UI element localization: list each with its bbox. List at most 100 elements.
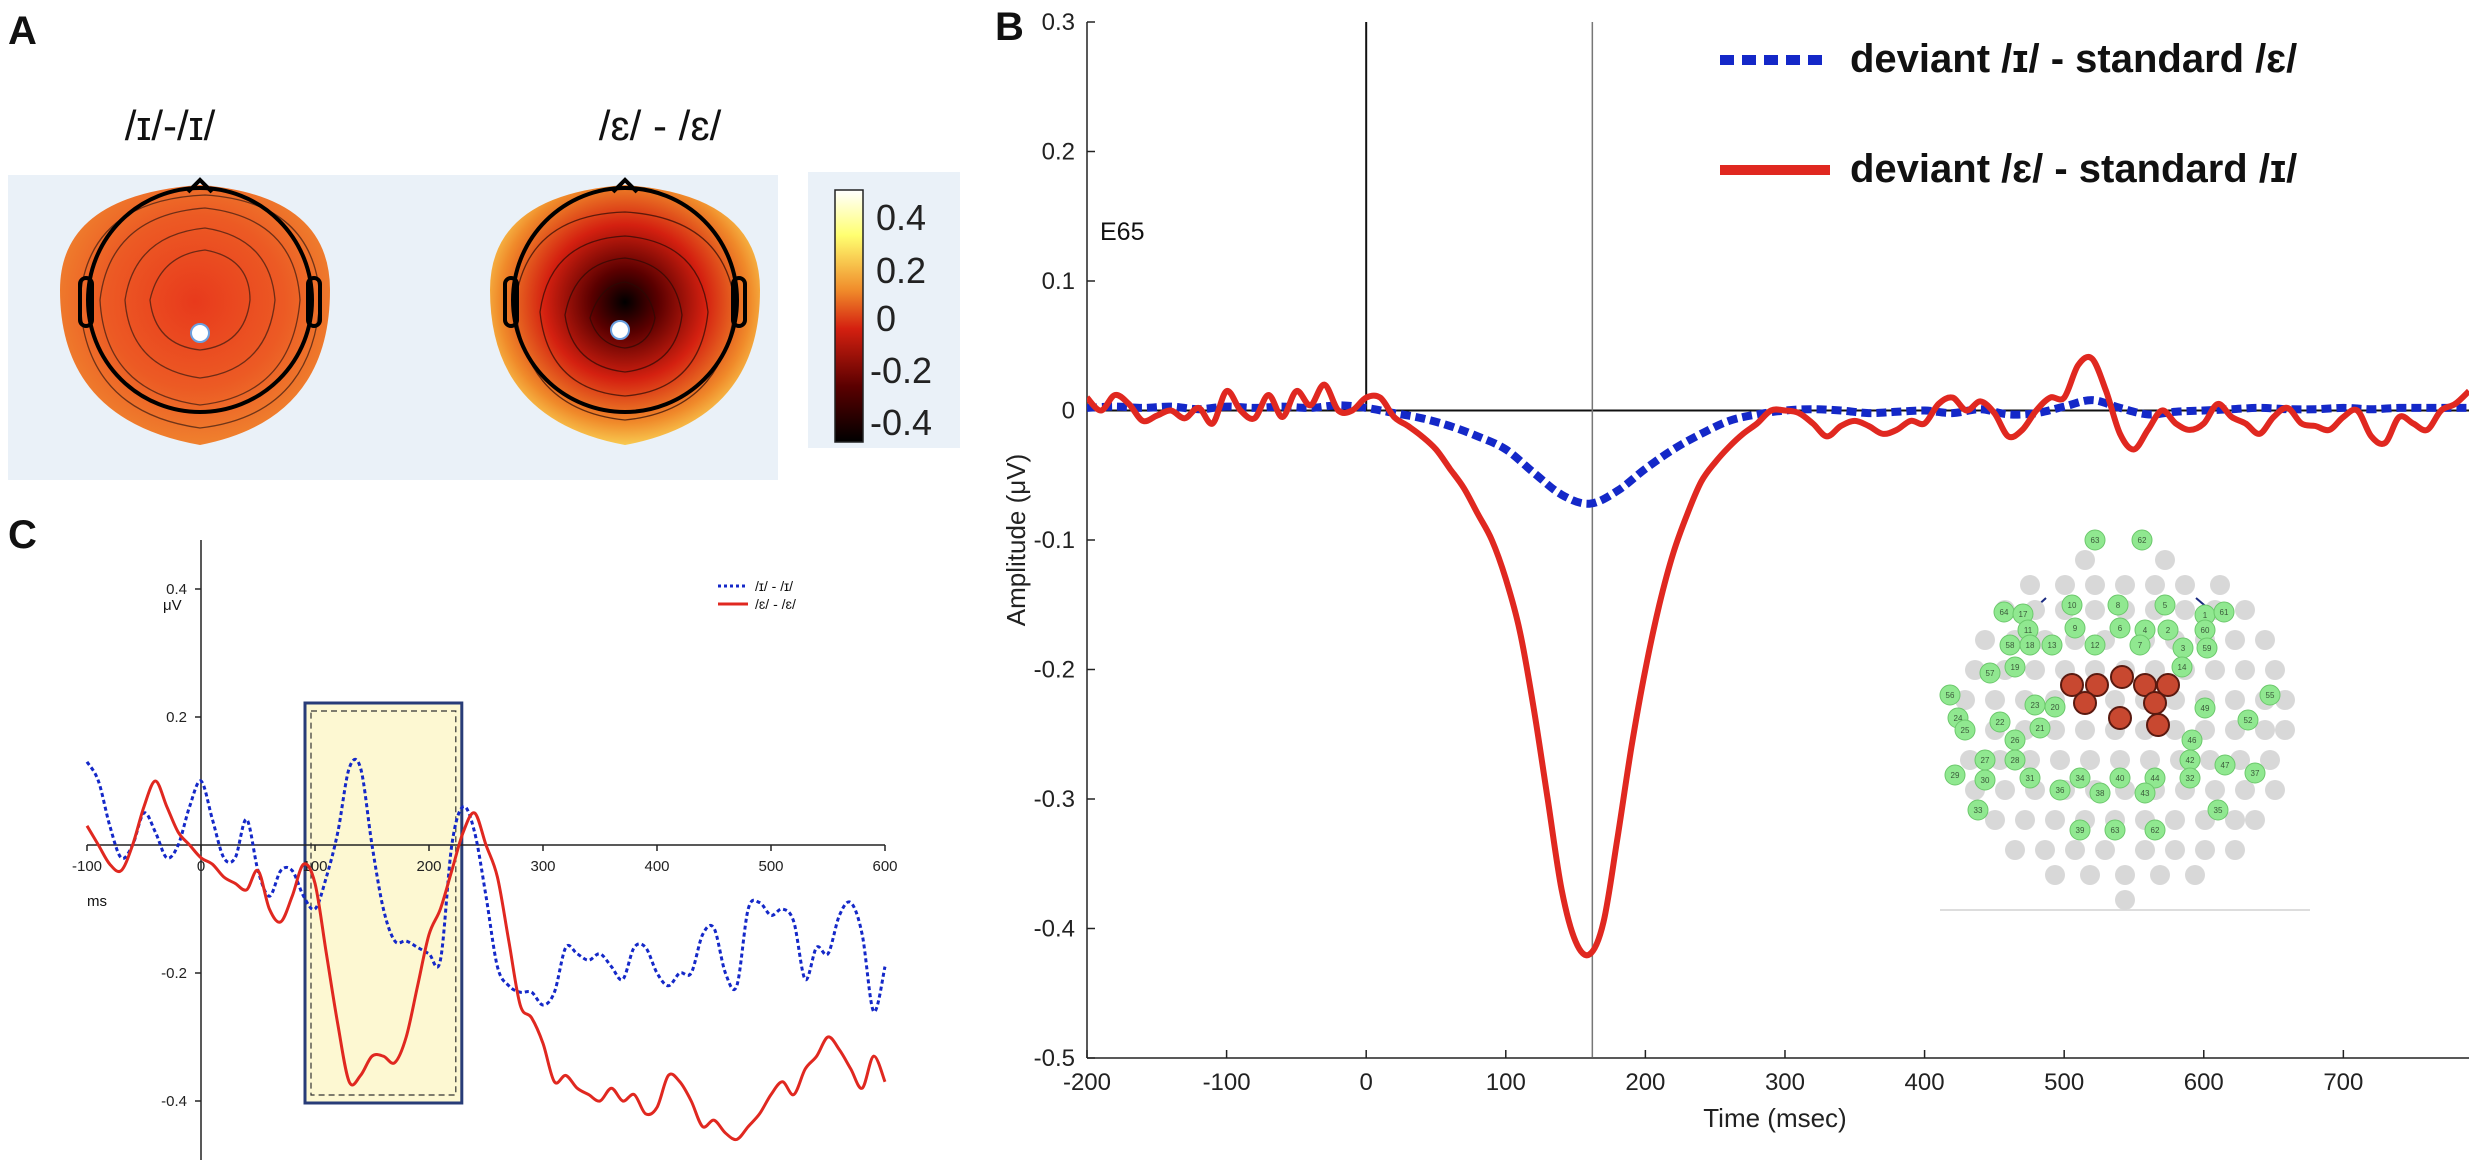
panel-b-x-tick-label: 200 <box>1625 1069 1665 1096</box>
inset-electrode-labelled: 64 <box>1993 601 2015 623</box>
panel-b-x-tick-label: -100 <box>1203 1069 1251 1096</box>
svg-text:26: 26 <box>2011 736 2020 745</box>
topomap-right-field <box>490 185 760 445</box>
topomap-left <box>60 177 330 445</box>
inset-electrode-unlabelled <box>2020 750 2040 770</box>
colorbar-scale <box>834 189 864 443</box>
legend-entry: /ɪ/ - /ɪ/ <box>755 578 793 594</box>
inset-electrode-labelled: 30 <box>1974 769 1996 791</box>
svg-text:44: 44 <box>2151 774 2160 783</box>
inset-electrode-labelled: 5 <box>2154 594 2176 616</box>
inset-electrode-unlabelled <box>1975 630 1995 650</box>
svg-text:60: 60 <box>2201 626 2210 635</box>
svg-text:37: 37 <box>2251 769 2260 778</box>
inset-electrode-unlabelled <box>2175 600 2195 620</box>
inset-electrode-unlabelled <box>2035 840 2055 860</box>
inset-electrode-labelled: 38 <box>2089 782 2111 804</box>
inset-electrode-labelled: 63 <box>2084 529 2106 551</box>
inset-electrode-labelled: 14 <box>2171 656 2193 678</box>
inset-electrode-unlabelled <box>2115 865 2135 885</box>
svg-text:38: 38 <box>2096 789 2105 798</box>
inset-electrode-unlabelled <box>2085 575 2105 595</box>
inset-electrode-highlighted <box>2143 691 2167 715</box>
inset-electrode-highlighted <box>2073 691 2097 715</box>
inset-electrode-labelled: 52 <box>2237 709 2259 731</box>
topomap-left-ear <box>78 276 94 328</box>
svg-text:42: 42 <box>2186 756 2195 765</box>
inset-electrode-labelled: 46 <box>2181 729 2203 751</box>
inset-electrode-unlabelled <box>1990 750 2010 770</box>
inset-electrode-unlabelled <box>2065 840 2085 860</box>
colorbar-tick-label: 0.2 <box>876 250 926 291</box>
svg-text:20: 20 <box>2051 703 2060 712</box>
svg-text:52: 52 <box>2244 716 2253 725</box>
inset-electrode-unlabelled <box>2235 660 2255 680</box>
inset-electrode-unlabelled <box>2005 840 2025 860</box>
colorbar-tick-label: -0.2 <box>870 350 932 391</box>
colorbar-tick-label: 0 <box>876 298 896 339</box>
inset-electrode-unlabelled <box>2185 865 2205 885</box>
panel-b-y-tick-label: 0.2 <box>1042 139 1075 166</box>
inset-electrode-unlabelled <box>2265 660 2285 680</box>
panel-c-y-unit-label: μV <box>163 597 182 614</box>
inset-electrode-unlabelled <box>1985 810 2005 830</box>
inset-electrode-highlighted <box>2110 665 2134 689</box>
svg-text:33: 33 <box>1974 806 1983 815</box>
svg-text:6: 6 <box>2118 624 2123 633</box>
inset-electrode-labelled: 2 <box>2157 619 2179 641</box>
inset-electrode-unlabelled <box>2255 720 2275 740</box>
inset-electrode-unlabelled <box>2115 575 2135 595</box>
inset-electrode-unlabelled <box>2140 750 2160 770</box>
inset-electrode-unlabelled <box>2225 690 2245 710</box>
inset-electrode-labelled: 42 <box>2179 749 2201 771</box>
inset-electrode-labelled: 19 <box>2004 656 2026 678</box>
inset-electrode-labelled: 34 <box>2069 767 2091 789</box>
inset-electrode-unlabelled <box>2115 890 2135 910</box>
panel-b-y-tick-label: -0.1 <box>1034 527 1075 554</box>
inset-electrode-labelled: 47 <box>2214 754 2236 776</box>
panel-b-y-tick-label: 0.1 <box>1042 268 1075 295</box>
inset-electrode-unlabelled <box>2235 780 2255 800</box>
inset-electrode-unlabelled <box>2055 575 2075 595</box>
inset-electrode-unlabelled <box>2165 810 2185 830</box>
svg-text:63: 63 <box>2111 826 2120 835</box>
svg-text:9: 9 <box>2073 624 2078 633</box>
panel-b-y-tick-label: 0.3 <box>1042 9 1075 36</box>
panel-b-x-tick-label: 400 <box>1905 1069 1945 1096</box>
inset-electrode-unlabelled <box>2080 865 2100 885</box>
svg-text:2: 2 <box>2166 626 2171 635</box>
panel-b-y-axis-label: Amplitude (μV) <box>1001 454 1031 626</box>
topomap-left-field <box>60 185 330 445</box>
inset-electrode-labelled: 3 <box>2172 637 2194 659</box>
inset-electrode-labelled: 25 <box>1954 719 1976 741</box>
inset-electrode-labelled: 43 <box>2134 782 2156 804</box>
inset-electrode-unlabelled <box>2205 660 2225 680</box>
inset-electrode-unlabelled <box>2175 575 2195 595</box>
inset-electrode-labelled: 26 <box>2004 729 2026 751</box>
inset-electrode-labelled: 31 <box>2019 767 2041 789</box>
panel-c-x-tick-label: 200 <box>416 858 441 875</box>
topomap-right-nose <box>611 177 639 194</box>
inset-electrode-unlabelled <box>2210 575 2230 595</box>
panel-c-y-tick-label: 0.4 <box>166 581 187 598</box>
inset-electrode-labelled: 44 <box>2144 767 2166 789</box>
inset-electrode-unlabelled <box>2260 750 2280 770</box>
panel-c-ticks: -100 0 100 200 300 400 500 600 0.4 0.2 -0.2 -0.4 <box>72 540 898 1160</box>
inset-electrode-labelled: 62 <box>2131 529 2153 551</box>
inset-electrode-labelled: 22 <box>1989 711 2011 733</box>
inset-electrode-unlabelled <box>2050 750 2070 770</box>
panel-b-x-tick-label: 100 <box>1486 1069 1526 1096</box>
svg-text:1: 1 <box>2203 611 2208 620</box>
inset-electrode-labelled: 56 <box>1939 684 1961 706</box>
svg-text:35: 35 <box>2214 806 2223 815</box>
colorbar-background <box>808 172 960 448</box>
inset-electrode-unlabelled <box>2075 720 2095 740</box>
inset-electrode-labelled: 10 <box>2061 594 2083 616</box>
inset-electrode-unlabelled <box>2135 840 2155 860</box>
inset-electrode-unlabelled <box>2195 840 2215 860</box>
panel-c-series-blue <box>85 757 887 1013</box>
panel-b-x-axis-label: Time (msec) <box>1703 1103 1846 1133</box>
svg-text:56: 56 <box>1946 691 1955 700</box>
inset-electrode-unlabelled <box>1995 780 2015 800</box>
